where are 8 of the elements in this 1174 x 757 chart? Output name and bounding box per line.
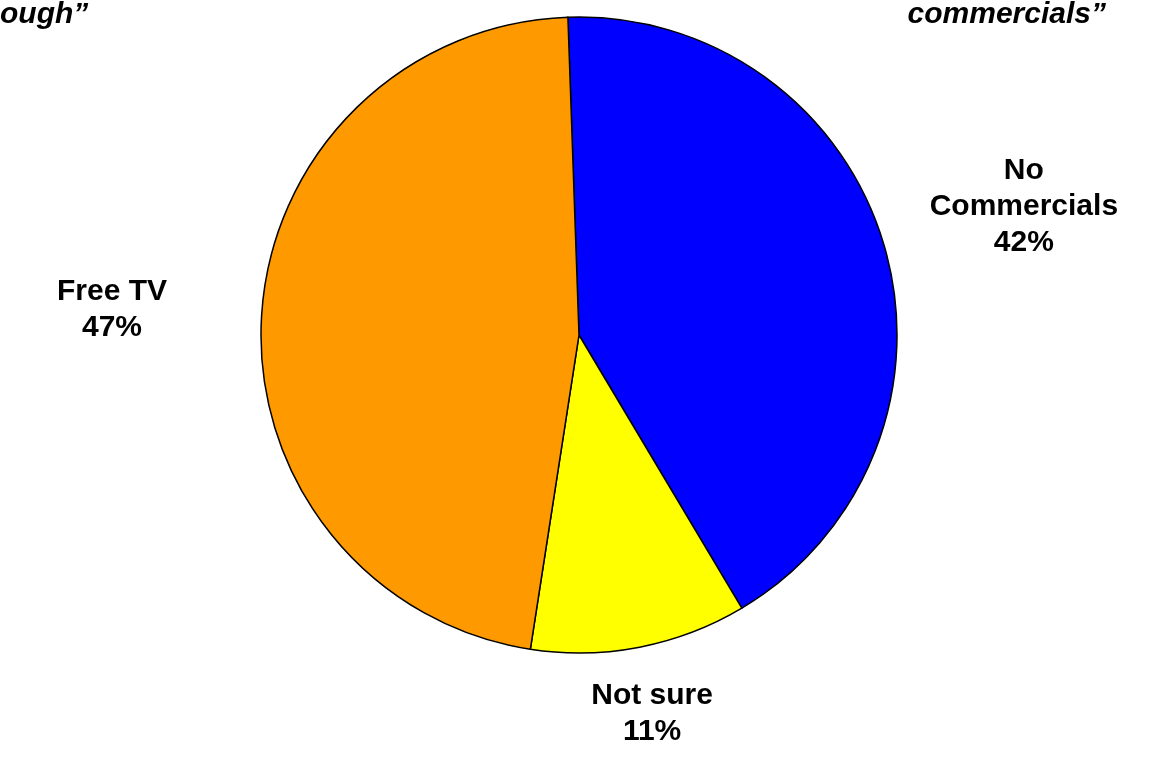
data-label: 42% — [993, 223, 1054, 257]
text: ough” — [0, 0, 89, 30]
slice-label: Not sure — [591, 676, 713, 710]
data-label: 11% — [622, 712, 682, 746]
data-label: 47% — [81, 308, 143, 342]
slice-label: No Commercials — [929, 151, 1119, 221]
text: commercials” — [907, 0, 1106, 30]
slice-label: Free TV — [56, 272, 168, 306]
